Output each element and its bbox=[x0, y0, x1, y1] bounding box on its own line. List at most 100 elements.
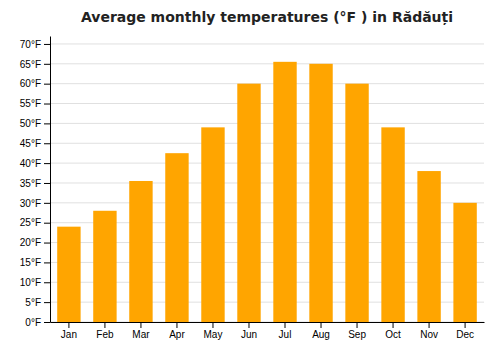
x-tick-mark bbox=[176, 322, 177, 328]
x-axis-line bbox=[51, 322, 485, 323]
bar bbox=[381, 127, 404, 322]
x-tick-mark bbox=[248, 322, 249, 328]
y-tick-mark bbox=[44, 104, 50, 105]
y-tick: 40°F bbox=[20, 158, 50, 169]
x-tick-label: Oct bbox=[385, 329, 401, 340]
y-tick: 35°F bbox=[20, 178, 50, 189]
x-tick: Aug bbox=[312, 322, 330, 340]
y-tick: 45°F bbox=[20, 138, 50, 149]
y-tick-mark bbox=[44, 302, 50, 303]
x-tick-label: Jan bbox=[61, 329, 77, 340]
y-tick: 20°F bbox=[20, 237, 50, 248]
y-tick: 5°F bbox=[25, 297, 50, 308]
y-tick: 65°F bbox=[20, 59, 50, 70]
y-tick-mark bbox=[44, 203, 50, 204]
x-tick-label: Nov bbox=[420, 329, 438, 340]
x-tick-label: Dec bbox=[456, 329, 474, 340]
x-tick-label: Feb bbox=[96, 329, 114, 340]
x-tick-mark bbox=[212, 322, 213, 328]
x-tick: May bbox=[204, 322, 223, 340]
grid-line bbox=[50, 63, 484, 64]
y-tick: 15°F bbox=[20, 257, 50, 268]
bar bbox=[309, 64, 332, 322]
bars bbox=[57, 62, 477, 322]
y-tick-label: 45°F bbox=[20, 138, 41, 149]
x-tick-mark bbox=[285, 322, 286, 328]
bar bbox=[201, 127, 224, 322]
y-tick-mark bbox=[44, 123, 50, 124]
x-tick-mark bbox=[321, 322, 322, 328]
y-tick-mark bbox=[44, 163, 50, 164]
bar bbox=[273, 62, 296, 322]
y-tick-mark bbox=[44, 322, 50, 323]
x-tick: Dec bbox=[456, 322, 474, 340]
y-tick-mark bbox=[44, 282, 50, 283]
y-tick-label: 65°F bbox=[20, 59, 41, 70]
y-tick-label: 5°F bbox=[25, 297, 41, 308]
y-tick: 55°F bbox=[20, 98, 50, 109]
grid-line bbox=[50, 163, 484, 164]
y-tick-mark bbox=[44, 64, 50, 65]
bar bbox=[165, 153, 188, 322]
grid bbox=[50, 44, 484, 322]
y-tick-label: 10°F bbox=[20, 277, 41, 288]
x-tick-mark bbox=[465, 322, 466, 328]
x-tick: Sep bbox=[348, 322, 366, 340]
y-tick-label: 15°F bbox=[20, 257, 41, 268]
y-axis: 0°F 5°F 10°F 15°F 20°F 25°F 30°F 35°F 40°F 45°F 50… bbox=[20, 37, 51, 328]
bar bbox=[345, 84, 368, 322]
y-tick-mark bbox=[44, 243, 50, 244]
y-tick: 0°F bbox=[25, 317, 50, 328]
x-tick-mark bbox=[357, 322, 358, 328]
x-tick-label: Jul bbox=[279, 329, 292, 340]
bar bbox=[417, 171, 440, 322]
grid-line bbox=[50, 143, 484, 144]
x-tick: Feb bbox=[96, 322, 114, 340]
x-tick-label: Aug bbox=[312, 329, 330, 340]
x-tick-label: Mar bbox=[132, 329, 150, 340]
y-tick-label: 25°F bbox=[20, 217, 41, 228]
x-tick-label: May bbox=[204, 329, 223, 340]
x-tick-mark bbox=[429, 322, 430, 328]
y-tick-mark bbox=[44, 143, 50, 144]
y-tick: 70°F bbox=[20, 39, 50, 50]
x-tick-label: Apr bbox=[169, 329, 185, 340]
y-tick: 60°F bbox=[20, 78, 50, 89]
y-tick-label: 20°F bbox=[20, 237, 41, 248]
x-tick-mark bbox=[393, 322, 394, 328]
y-tick-label: 0°F bbox=[25, 317, 41, 328]
x-tick: Jul bbox=[279, 322, 292, 340]
grid-line bbox=[50, 123, 484, 124]
y-tick-label: 70°F bbox=[20, 39, 41, 50]
x-axis: Jan Feb Mar Apr May Jun Jul Aug Sep Oct Nov Dec bbox=[51, 322, 485, 340]
y-tick-label: 35°F bbox=[20, 178, 41, 189]
y-tick-label: 60°F bbox=[20, 78, 41, 89]
y-tick: 30°F bbox=[20, 198, 50, 209]
x-tick: Jun bbox=[241, 322, 257, 340]
chart-container: Average monthly temperatures (°F ) in Ră… bbox=[0, 0, 500, 350]
grid-line bbox=[50, 83, 484, 84]
y-tick-mark bbox=[44, 262, 50, 263]
x-tick: Jan bbox=[61, 322, 77, 340]
title: Average monthly temperatures (°F ) in Ră… bbox=[81, 9, 453, 26]
bar bbox=[57, 227, 80, 322]
x-tick-label: Sep bbox=[348, 329, 366, 340]
y-axis-line bbox=[50, 37, 51, 323]
y-tick-mark bbox=[44, 84, 50, 85]
x-tick: Nov bbox=[420, 322, 438, 340]
x-tick-mark bbox=[68, 322, 69, 328]
y-tick-label: 30°F bbox=[20, 198, 41, 209]
y-tick-label: 55°F bbox=[20, 98, 41, 109]
grid-line bbox=[50, 43, 484, 44]
bar bbox=[93, 211, 116, 322]
y-tick-label: 50°F bbox=[20, 118, 41, 129]
x-tick-mark bbox=[104, 322, 105, 328]
y-tick-mark bbox=[44, 223, 50, 224]
grid-line bbox=[50, 103, 484, 104]
chart: Average monthly temperatures (°F ) in Ră… bbox=[0, 0, 500, 350]
plot: 0°F 5°F 10°F 15°F 20°F 25°F 30°F 35°F 40°F 45°F 50… bbox=[20, 37, 485, 341]
y-tick: 25°F bbox=[20, 217, 50, 228]
y-tick: 50°F bbox=[20, 118, 50, 129]
y-tick-label: 40°F bbox=[20, 158, 41, 169]
x-tick-mark bbox=[140, 322, 141, 328]
